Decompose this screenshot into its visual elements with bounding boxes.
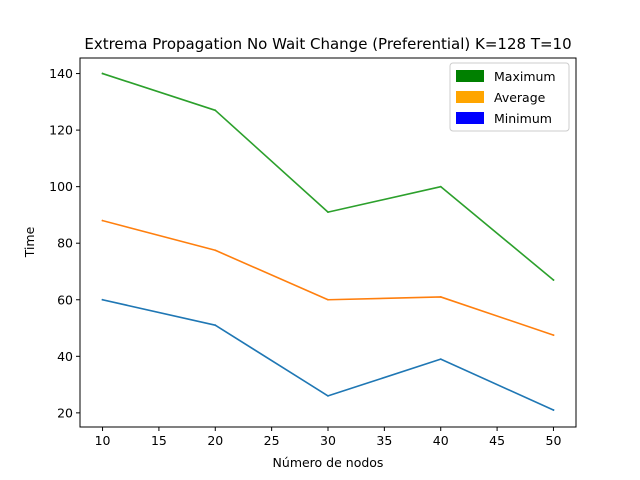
legend-label: Maximum <box>494 69 556 84</box>
y-axis-label: Time <box>22 226 37 258</box>
y-tick-label: 20 <box>57 405 73 420</box>
legend-label: Minimum <box>494 111 552 126</box>
series-0-point-4 <box>552 409 555 411</box>
y-tick-label: 60 <box>57 292 73 307</box>
series-1-point-2 <box>327 298 329 301</box>
series-0-point-1 <box>214 324 217 327</box>
series-2-point-4 <box>552 279 555 281</box>
legend-swatch <box>456 112 484 124</box>
x-tick-label: 30 <box>320 433 336 448</box>
x-tick-label: 45 <box>489 433 505 448</box>
x-tick-label: 50 <box>546 433 562 448</box>
series-2-point-3 <box>439 185 442 188</box>
x-tick-label: 40 <box>433 433 449 448</box>
series-0-point-0 <box>101 298 104 301</box>
x-tick-label: 25 <box>264 433 280 448</box>
legend: Maximum Average Minimum <box>449 62 570 132</box>
series-0-point-2 <box>327 395 329 397</box>
series-2-point-2 <box>327 211 329 214</box>
y-tick-label: 40 <box>57 349 73 364</box>
series-2-point-1 <box>214 109 217 112</box>
y-tick-label: 140 <box>49 66 73 81</box>
plot-area: 10 15 20 25 30 35 40 45 50 20 40 60 80 100 120 140 <box>49 57 577 448</box>
x-tick-label: 10 <box>95 433 111 448</box>
series-1-point-4 <box>552 334 555 336</box>
y-tick-label: 100 <box>49 179 73 194</box>
chart-title: Extrema Propagation No Wait Change (Pref… <box>84 35 571 53</box>
series-1-point-0 <box>101 219 104 222</box>
x-tick-label: 35 <box>376 433 392 448</box>
y-tick-label: 80 <box>57 236 73 251</box>
x-tick-label: 15 <box>151 433 167 448</box>
series-1-point-3 <box>439 296 442 298</box>
x-tick-label: 20 <box>207 433 223 448</box>
legend-swatch <box>456 91 484 103</box>
x-axis-label: Número de nodos <box>273 455 384 470</box>
series-1-point-1 <box>214 249 217 252</box>
series-0-point-3 <box>439 358 442 361</box>
legend-swatch <box>456 70 484 82</box>
legend-label: Average <box>494 90 546 105</box>
series-2-point-0 <box>101 72 104 75</box>
y-tick-label: 120 <box>49 123 73 138</box>
